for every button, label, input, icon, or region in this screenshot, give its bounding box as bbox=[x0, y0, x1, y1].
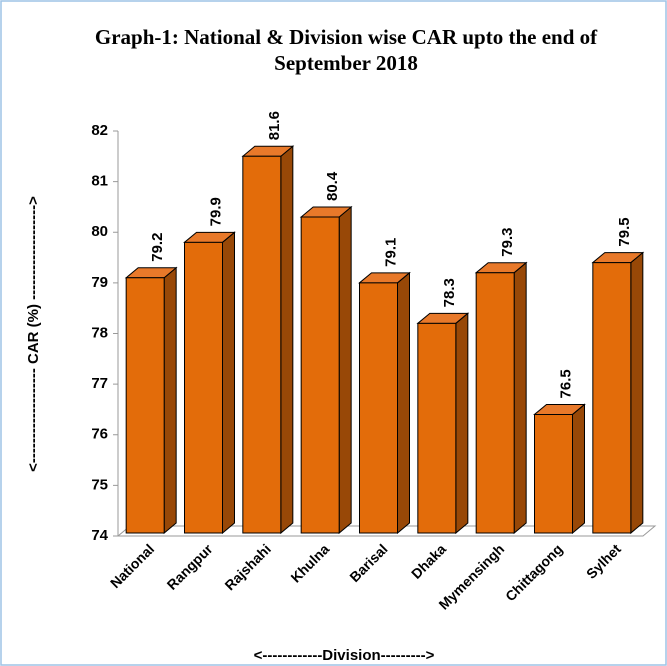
value-label: 79.9 bbox=[207, 197, 224, 226]
bar bbox=[358, 271, 411, 535]
bar-face bbox=[280, 145, 294, 535]
bar-face bbox=[513, 261, 527, 535]
bar bbox=[416, 312, 470, 535]
bar-face bbox=[125, 277, 165, 534]
value-label: 78.3 bbox=[441, 278, 458, 307]
y-axis-label: <------------------- CAR (%) -----------… bbox=[25, 196, 42, 472]
bar-face bbox=[630, 251, 644, 535]
bar-face bbox=[184, 241, 223, 534]
bar-face bbox=[572, 403, 585, 535]
bar-face bbox=[592, 262, 632, 534]
y-tick-label: 80 bbox=[91, 223, 108, 240]
bar bbox=[474, 261, 528, 535]
value-label: 81.6 bbox=[266, 111, 283, 140]
value-label: 80.4 bbox=[324, 171, 341, 201]
bar-face bbox=[300, 216, 340, 534]
y-tick-label: 76 bbox=[91, 426, 108, 443]
bar bbox=[183, 231, 236, 535]
y-tick-label: 74 bbox=[91, 527, 108, 544]
value-label: 79.2 bbox=[149, 233, 166, 262]
chart-title: September 2018 bbox=[274, 51, 418, 75]
x-axis-label: <------------Division---------> bbox=[254, 647, 435, 664]
bar-face bbox=[242, 155, 282, 534]
y-tick-label: 77 bbox=[91, 375, 108, 392]
y-tick-label: 75 bbox=[91, 476, 108, 493]
bar bbox=[241, 145, 295, 535]
bar-face bbox=[475, 272, 515, 534]
bar-face bbox=[163, 266, 177, 535]
bar-face bbox=[417, 322, 457, 534]
bar bbox=[299, 205, 353, 535]
chart-title: Graph-1: National & Division wise CAR up… bbox=[95, 25, 598, 49]
bar-face bbox=[338, 205, 352, 535]
bar-face bbox=[534, 413, 573, 534]
bar bbox=[124, 266, 178, 535]
y-tick-label: 81 bbox=[91, 173, 108, 190]
y-tick-label: 78 bbox=[91, 324, 108, 341]
y-tick-label: 82 bbox=[91, 122, 108, 139]
bar-face bbox=[359, 282, 398, 534]
bar bbox=[533, 403, 586, 535]
value-label: 79.1 bbox=[382, 238, 399, 267]
bar-face bbox=[455, 312, 469, 535]
bar bbox=[591, 251, 645, 535]
bar-face bbox=[397, 271, 410, 535]
value-label: 79.5 bbox=[616, 217, 633, 246]
value-label: 79.3 bbox=[499, 227, 516, 256]
y-tick-label: 79 bbox=[91, 274, 108, 291]
bar-face bbox=[222, 231, 235, 535]
value-label: 76.5 bbox=[557, 369, 574, 398]
